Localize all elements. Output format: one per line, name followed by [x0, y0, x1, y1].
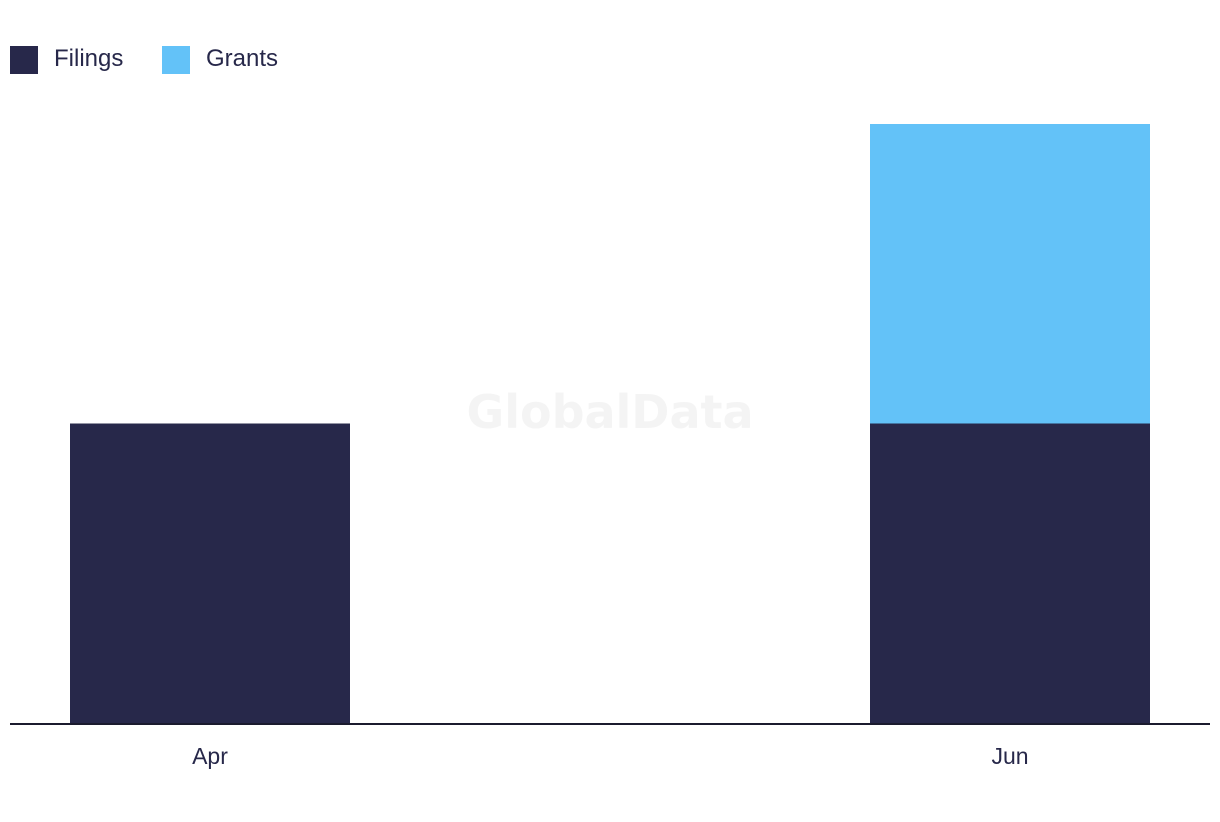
legend-item-grants[interactable]: Grants: [162, 45, 278, 74]
bar-grants-jun[interactable]: [870, 124, 1150, 424]
legend-label-grants: Grants: [206, 45, 278, 72]
x-axis-ticks: Apr Jun: [192, 743, 1028, 769]
legend-swatch-grants: [162, 46, 190, 74]
legend-item-filings[interactable]: Filings: [10, 45, 123, 74]
bar-filings-apr[interactable]: [70, 423, 350, 724]
x-tick-label-apr: Apr: [192, 743, 228, 769]
bars: [70, 124, 1150, 723]
legend-label-filings: Filings: [54, 45, 123, 72]
legend-swatch-filings: [10, 46, 38, 74]
bar-filings-jun[interactable]: [870, 423, 1150, 724]
x-tick-label-jun: Jun: [991, 743, 1028, 769]
legend: Filings Grants: [10, 45, 278, 74]
watermark-logo: GlobalData: [466, 385, 753, 439]
